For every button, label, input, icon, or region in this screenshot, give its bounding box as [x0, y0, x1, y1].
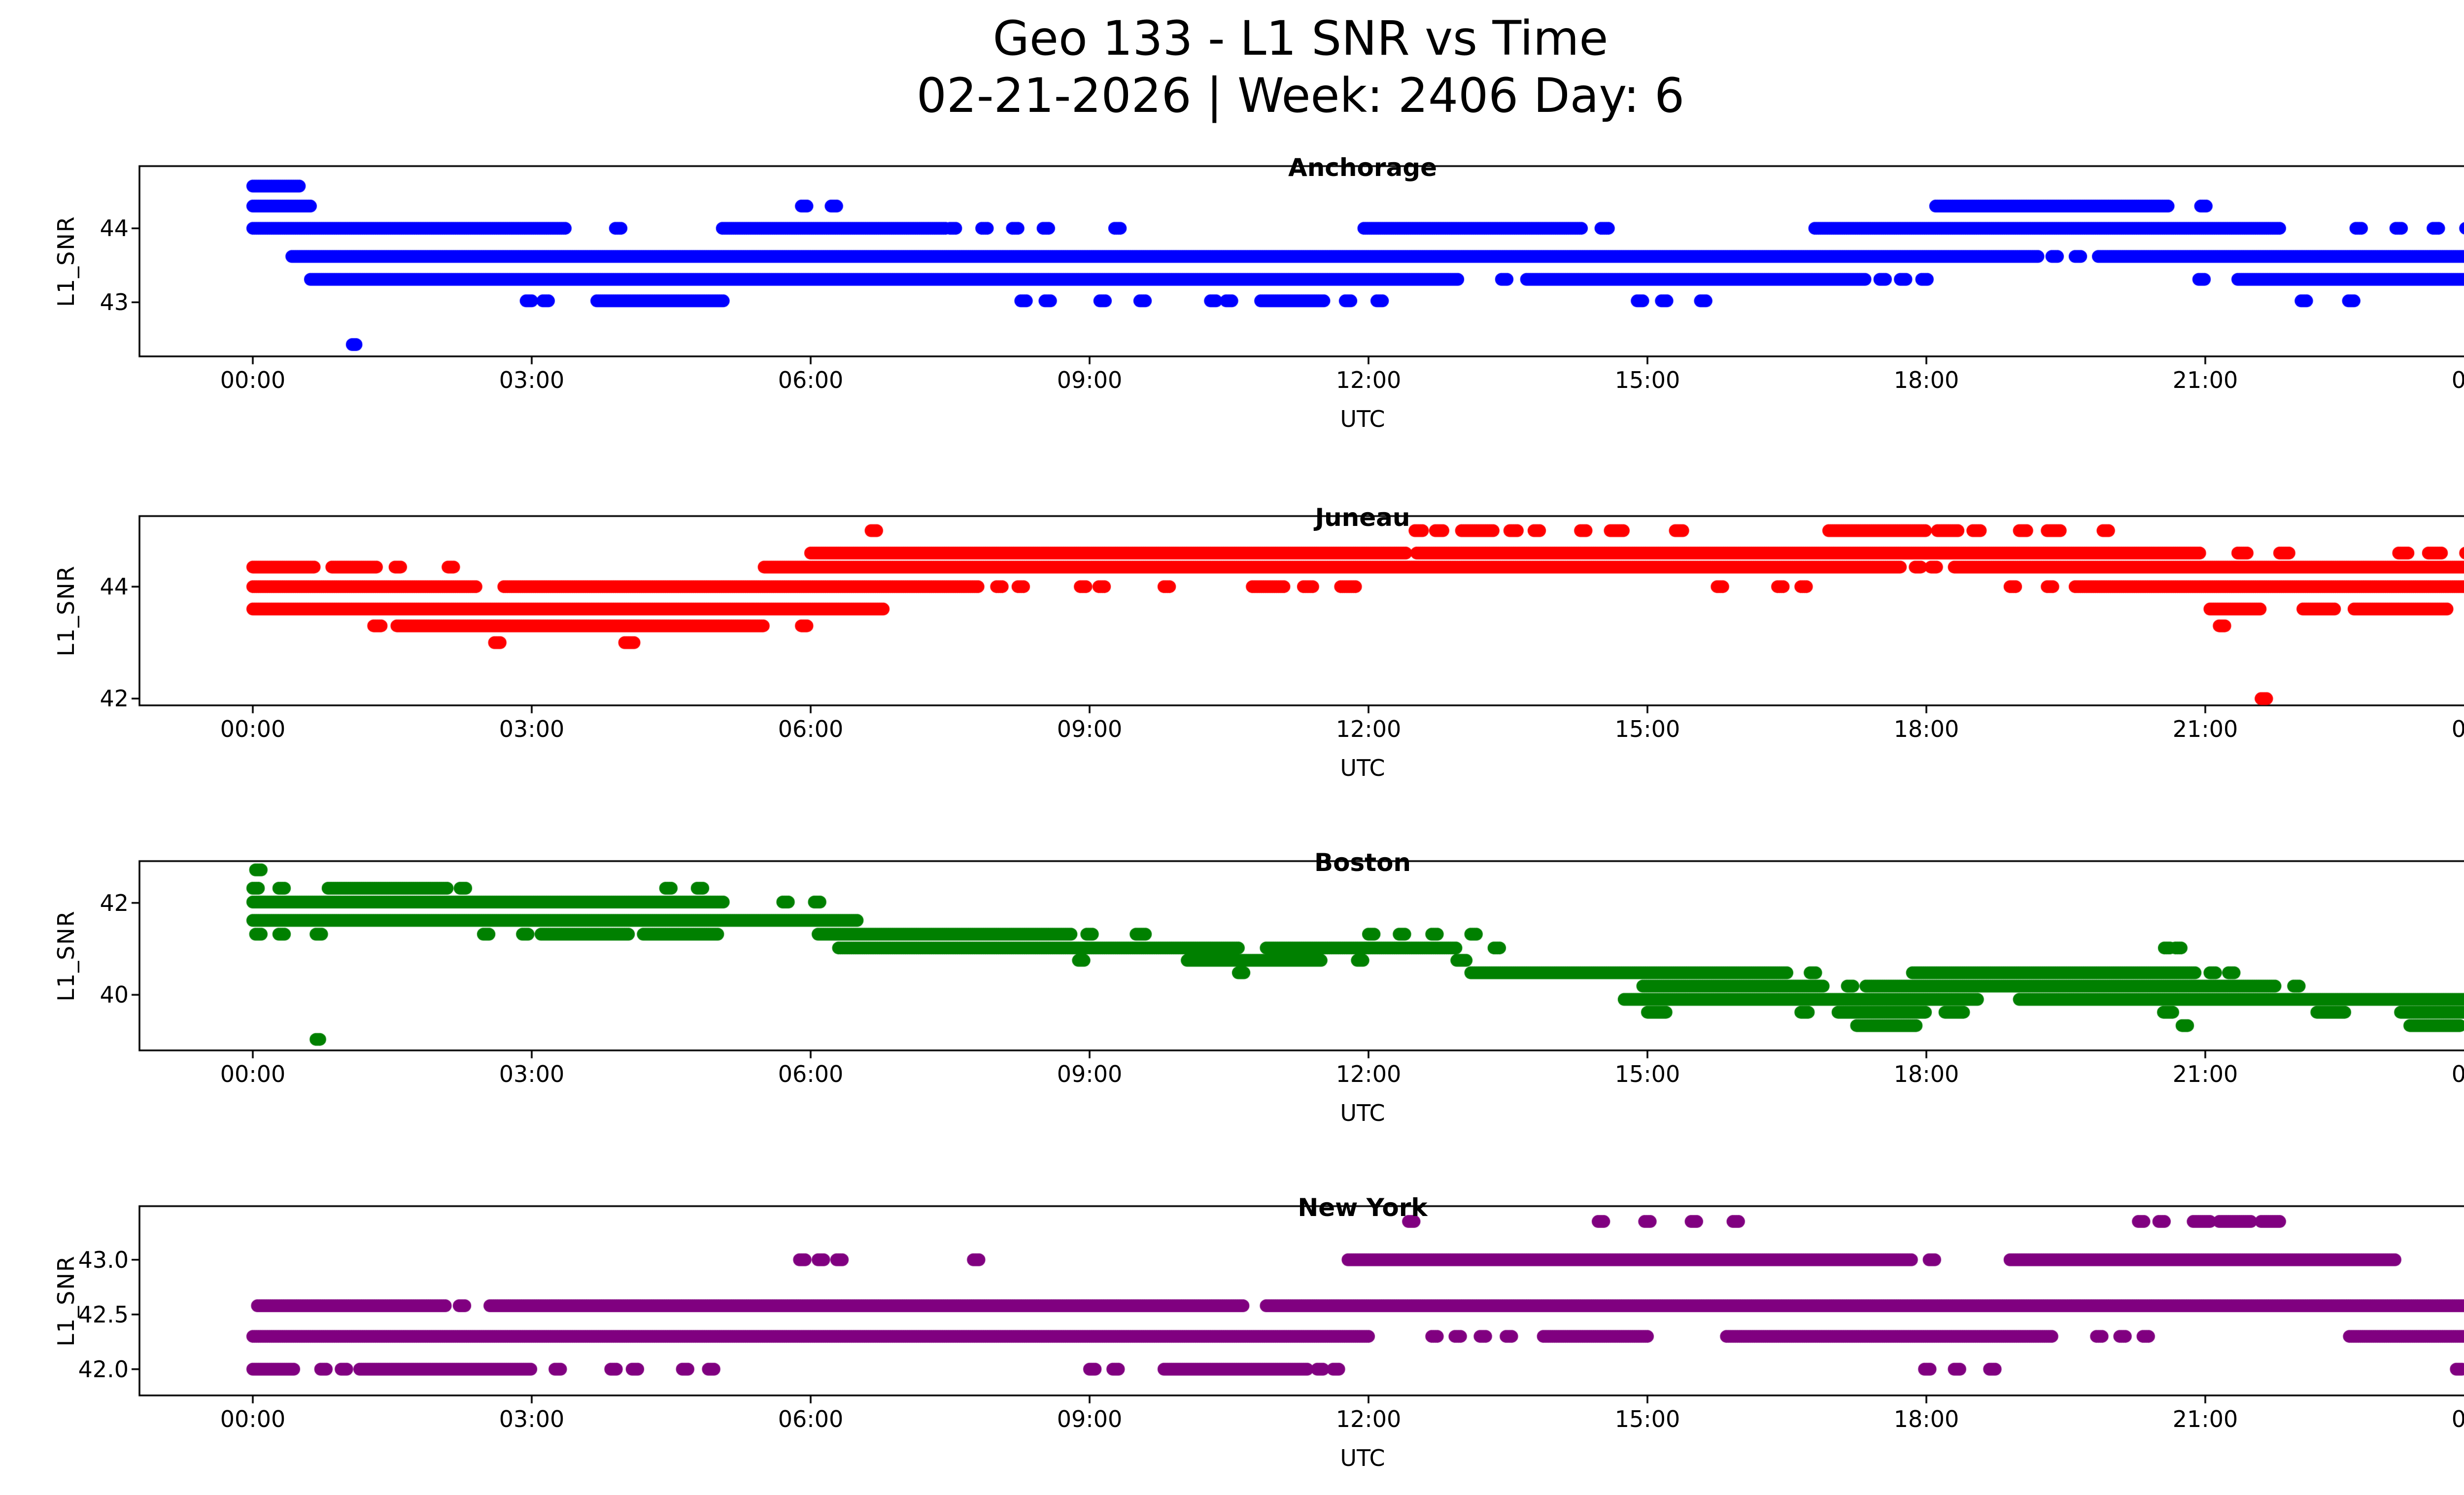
x-tick-label: 21:00: [2172, 1406, 2238, 1432]
x-tick-label: 00:00: [2451, 1406, 2464, 1432]
x-tick-label: 00:00: [220, 1061, 286, 1087]
x-tick-label: 12:00: [1335, 716, 1402, 742]
x-axis-label: UTC: [1340, 406, 1385, 432]
subplot-new-york: New York L1_SNR UTC 00:00 03:00 06:00 09:00…: [53, 1193, 2464, 1472]
figure-title: Geo 133 - L1 SNR vs Time 02-21-2026 | We…: [0, 10, 2464, 124]
x-tick-label: 03:00: [499, 716, 565, 742]
x-tick-label: 09:00: [1057, 1061, 1123, 1087]
x-tick-label: 21:00: [2172, 716, 2238, 742]
y-tick-label: 44: [100, 215, 129, 242]
subplot-anchorage: Anchorage L1_SNR UTC 00:00 03:00 06:00 09:0…: [53, 153, 2464, 433]
subplot-boston: Boston L1_SNR UTC 00:00 03:00 06:00 09:00 12…: [53, 848, 2464, 1127]
x-tick-label: 12:00: [1335, 1406, 1402, 1432]
x-tick-label: 15:00: [1614, 716, 1680, 742]
x-tick-label: 18:00: [1893, 1061, 1959, 1087]
x-tick-label: 18:00: [1893, 1406, 1959, 1432]
x-tick-label: 06:00: [778, 367, 844, 393]
x-tick-label: 00:00: [220, 367, 286, 393]
x-tick-label: 03:00: [499, 1061, 565, 1087]
x-tick-label: 18:00: [1893, 716, 1959, 742]
x-tick-label: 18:00: [1893, 367, 1959, 393]
y-tick-label: 42: [100, 889, 129, 916]
y-tick-label: 43.0: [78, 1246, 129, 1273]
x-axis-label: UTC: [1340, 1445, 1385, 1471]
x-tick-label: 12:00: [1335, 1061, 1402, 1087]
figure-title-line2: 02-21-2026 | Week: 2406 Day: 6: [916, 68, 1685, 123]
figure-title-line1: Geo 133 - L1 SNR vs Time: [992, 11, 1608, 66]
x-tick-label: 03:00: [499, 1406, 565, 1432]
subplot-title: Anchorage: [1288, 153, 1437, 182]
x-tick-label: 00:00: [220, 1406, 286, 1432]
x-tick-label: 00:00: [220, 716, 286, 742]
x-tick-label: 00:00: [2451, 1061, 2464, 1087]
y-tick-label: 42.0: [78, 1356, 129, 1383]
x-tick-label: 03:00: [499, 367, 565, 393]
x-tick-label: 15:00: [1614, 367, 1680, 393]
y-tick-label: 42: [100, 685, 129, 712]
y-tick-label: 44: [100, 573, 129, 600]
x-axis-label: UTC: [1340, 755, 1385, 781]
subplot-title: Boston: [1314, 848, 1411, 877]
x-tick-label: 00:00: [2451, 716, 2464, 742]
x-tick-label: 09:00: [1057, 716, 1123, 742]
x-tick-label: 06:00: [778, 1061, 844, 1087]
x-tick-label: 21:00: [2172, 1061, 2238, 1087]
y-tick-label: 40: [100, 981, 129, 1008]
subplot-title: Juneau: [1315, 503, 1410, 532]
subplot-juneau: Juneau L1_SNR UTC 00:00 03:00 06:00 09:00 12…: [53, 503, 2464, 782]
subplot-title: New York: [1298, 1193, 1428, 1222]
y-tick-label: 43: [100, 289, 129, 316]
x-tick-label: 09:00: [1057, 367, 1123, 393]
x-tick-label: 00:00: [2451, 367, 2464, 393]
x-tick-label: 15:00: [1614, 1406, 1680, 1432]
x-tick-label: 09:00: [1057, 1406, 1123, 1432]
x-tick-label: 06:00: [778, 1406, 844, 1432]
x-tick-label: 15:00: [1614, 1061, 1680, 1087]
x-tick-label: 06:00: [778, 716, 844, 742]
x-tick-label: 21:00: [2172, 367, 2238, 393]
x-axis-label: UTC: [1340, 1100, 1385, 1126]
x-tick-label: 12:00: [1335, 367, 1402, 393]
y-tick-label: 42.5: [78, 1301, 129, 1328]
